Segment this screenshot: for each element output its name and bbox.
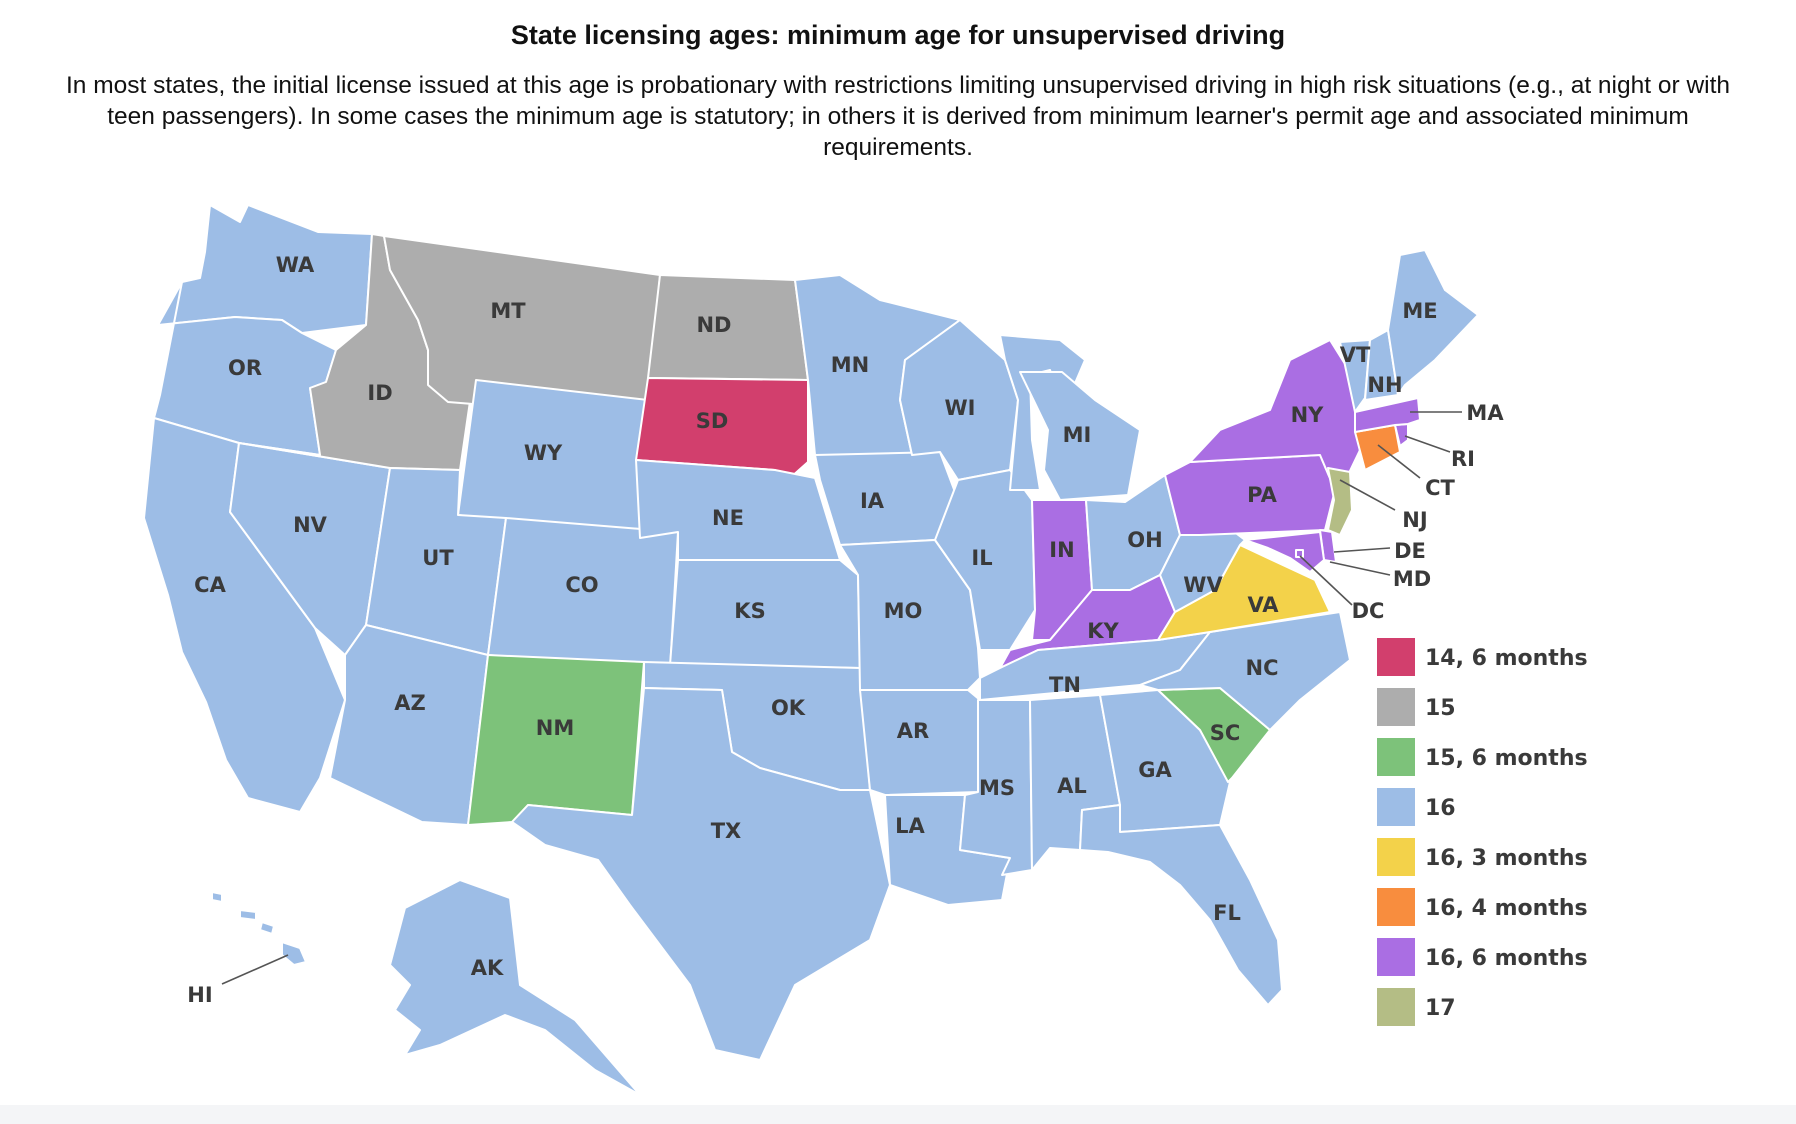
state-NJ[interactable] (1327, 467, 1353, 536)
legend-swatch (1377, 738, 1415, 776)
label-GA: GA (1138, 758, 1172, 782)
state-labels: WA OR CA NV ID MT WY UT AZ CO NM ND SD N… (187, 253, 1504, 1007)
leader-dc (1299, 555, 1353, 606)
state-IA[interactable] (814, 451, 959, 546)
label-KY: KY (1087, 619, 1119, 643)
state-HI[interactable] (281, 941, 307, 966)
legend-swatch (1377, 638, 1415, 676)
state-HI-3[interactable] (239, 909, 257, 921)
legend-label: 16, 3 months (1425, 846, 1588, 871)
state-AK[interactable] (389, 879, 641, 1096)
leader-ri (1404, 435, 1451, 453)
label-NJ: NJ (1402, 508, 1427, 532)
label-IL: IL (971, 546, 992, 570)
label-MS: MS (979, 776, 1015, 800)
state-DC[interactable] (1295, 549, 1304, 558)
label-WI: WI (945, 396, 976, 420)
label-HI: HI (187, 983, 212, 1007)
legend-label: 15, 6 months (1425, 746, 1588, 771)
label-ME: ME (1402, 299, 1437, 323)
label-DC: DC (1352, 599, 1385, 623)
state-AZ[interactable] (329, 624, 489, 826)
label-IN: IN (1049, 538, 1074, 562)
leader-de (1333, 547, 1391, 553)
state-MD[interactable] (1244, 531, 1325, 573)
map-title: State licensing ages: minimum age for un… (510, 20, 1286, 50)
label-MN: MN (831, 353, 869, 377)
label-NM: NM (536, 716, 574, 740)
label-NC: NC (1246, 656, 1279, 680)
label-MT: MT (490, 299, 526, 323)
label-AZ: AZ (394, 691, 425, 715)
label-TN: TN (1049, 673, 1081, 697)
label-NY: NY (1291, 403, 1325, 427)
label-ID: ID (367, 381, 392, 405)
label-UT: UT (422, 546, 454, 570)
label-NE: NE (712, 506, 744, 530)
leader-lines (221, 411, 1462, 985)
label-TX: TX (711, 819, 742, 843)
label-AK: AK (471, 956, 504, 980)
label-LA: LA (895, 814, 925, 838)
state-MI-UP[interactable] (1019, 371, 1141, 501)
label-ND: ND (696, 313, 731, 337)
state-ME[interactable] (1387, 249, 1479, 396)
label-MA: MA (1466, 401, 1504, 425)
map-subtitle: In most states, the initial license issu… (65, 72, 1731, 161)
label-FL: FL (1213, 901, 1241, 925)
label-WY: WY (524, 441, 563, 465)
state-NM[interactable] (467, 654, 645, 826)
label-MD: MD (1393, 567, 1431, 591)
leader-nj (1339, 479, 1396, 511)
legend-swatch (1377, 788, 1415, 826)
label-CT: CT (1425, 476, 1455, 500)
label-OH: OH (1127, 528, 1162, 552)
leader-ct (1377, 444, 1421, 479)
label-VA: VA (1247, 593, 1279, 617)
label-RI: RI (1451, 447, 1475, 471)
label-AL: AL (1057, 774, 1087, 798)
state-MA[interactable] (1354, 397, 1421, 433)
label-NV: NV (293, 513, 328, 537)
state-HI-4[interactable] (259, 921, 275, 935)
label-IA: IA (860, 489, 885, 513)
state-FL[interactable] (1079, 804, 1283, 1006)
label-OK: OK (771, 696, 806, 720)
legend-label: 15 (1425, 696, 1456, 721)
label-OR: OR (228, 356, 262, 380)
label-SC: SC (1210, 721, 1241, 745)
label-PA: PA (1247, 483, 1277, 507)
label-CO: CO (565, 573, 598, 597)
legend-swatch (1377, 938, 1415, 976)
legend-swatch (1377, 988, 1415, 1026)
legend-label: 16, 4 months (1425, 896, 1588, 921)
label-CA: CA (194, 573, 226, 597)
legend-label: 16, 6 months (1425, 946, 1588, 971)
label-MO: MO (884, 599, 923, 623)
leader-hi (221, 954, 289, 985)
label-VT: VT (1340, 343, 1371, 367)
leader-md (1329, 561, 1391, 576)
label-MI: MI (1063, 423, 1092, 447)
label-AR: AR (897, 719, 929, 743)
label-WV: WV (1183, 573, 1223, 597)
state-HI-2[interactable] (211, 891, 223, 903)
state-WA[interactable] (157, 204, 373, 334)
bottom-band (0, 1105, 1796, 1124)
legend: 14, 6 months 15 15, 6 months 16 16, 3 months… (1377, 638, 1588, 1026)
label-NH: NH (1367, 373, 1402, 397)
label-DE: DE (1394, 539, 1426, 563)
legend-label: 16 (1425, 796, 1456, 821)
label-KS: KS (734, 599, 765, 623)
legend-label: 17 (1425, 996, 1456, 1021)
legend-swatch (1377, 888, 1415, 926)
label-WA: WA (276, 253, 315, 277)
state-shapes (143, 204, 1479, 1096)
label-SD: SD (696, 409, 729, 433)
state-TX[interactable] (511, 687, 891, 1061)
legend-swatch (1377, 838, 1415, 876)
legend-label: 14, 6 months (1425, 646, 1588, 671)
legend-swatch (1377, 688, 1415, 726)
